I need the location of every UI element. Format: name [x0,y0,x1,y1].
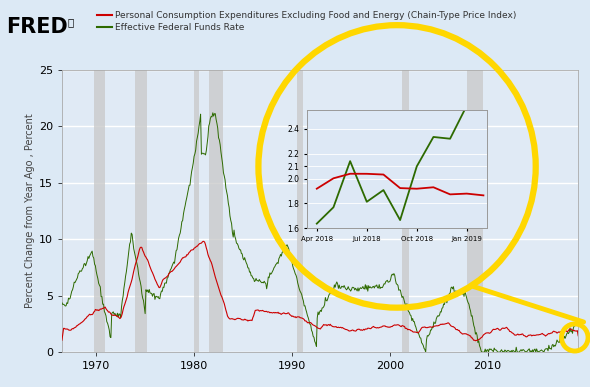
Text: 📈: 📈 [68,17,74,27]
Y-axis label: Percent Change from Year Ago , Percent: Percent Change from Year Ago , Percent [25,113,35,308]
Bar [297,70,303,352]
Bar [467,70,483,352]
Bar [402,70,409,352]
Text: Personal Consumption Expenditures Excluding Food and Energy (Chain-Type Price In: Personal Consumption Expenditures Exclud… [115,11,516,20]
Bar [194,70,199,352]
Text: FRED: FRED [6,17,68,38]
Bar [209,70,222,352]
Bar [135,70,147,352]
Text: Effective Federal Funds Rate: Effective Federal Funds Rate [115,22,244,32]
Bar [94,70,105,352]
